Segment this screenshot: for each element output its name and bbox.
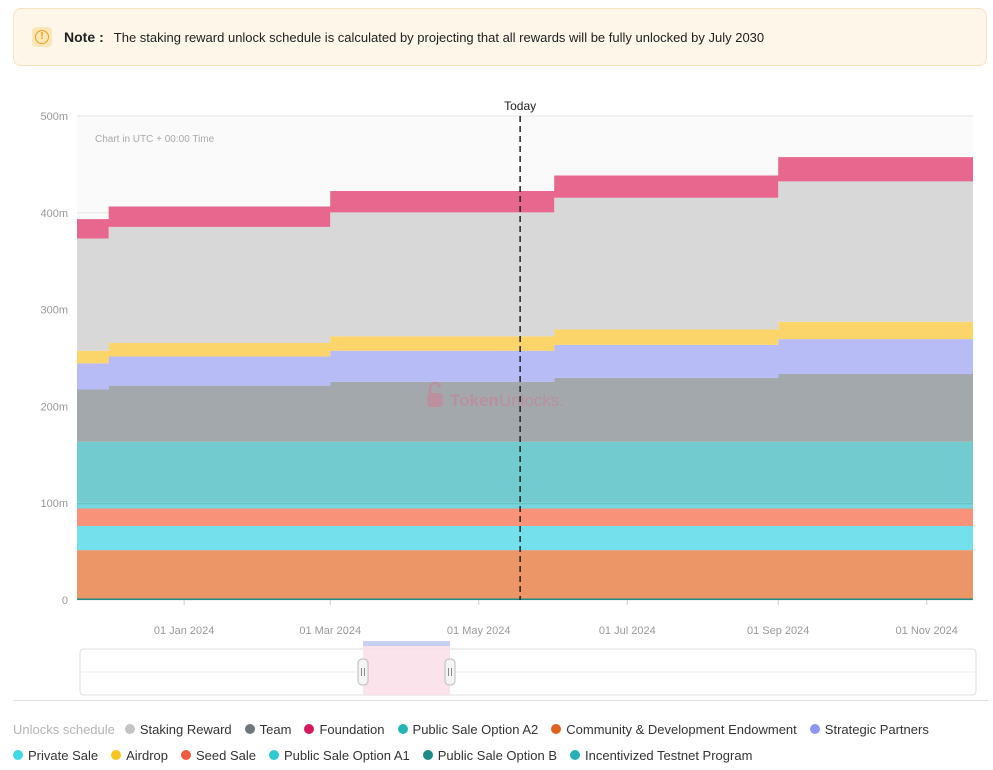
series-area [77, 321, 973, 364]
note-banner: ! Note : The staking reward unlock sched… [13, 8, 987, 66]
watermark-text: TokenUnlocks. [450, 391, 564, 410]
y-tick-label: 400m [40, 208, 68, 220]
legend-swatch [551, 724, 562, 734]
note-text: The staking reward unlock schedule is ca… [113, 29, 765, 45]
unlock-schedule-chart: 0 100m 200m 300m 400m 500m Chart in UTC + 00:0… [40, 99, 977, 696]
today-label: Today [504, 99, 536, 113]
legend-swatch [269, 750, 280, 760]
legend-item[interactable]: Strategic Partners [809, 721, 929, 737]
series-area [77, 508, 973, 526]
x-tick-label: 01 May 2024 [447, 625, 511, 637]
navigator-window [363, 641, 450, 695]
navigator-handle[interactable] [357, 658, 369, 686]
series-area [77, 157, 973, 239]
legend-title: Unlocks schedule [13, 721, 115, 737]
y-tick-label: 200m [40, 401, 68, 413]
legend-label: Foundation [319, 721, 385, 737]
legend-label: Strategic Partners [824, 721, 929, 737]
legend: Unlocks schedule Staking Reward Team Found… [13, 716, 988, 768]
legend-swatch [304, 724, 315, 734]
note-colon: : [99, 29, 104, 45]
divider [13, 700, 988, 701]
series-area [77, 441, 973, 503]
watermark-lock-icon [427, 381, 443, 407]
warning-icon: ! [32, 27, 52, 47]
legend-label: Community & Development Endowment [566, 721, 797, 737]
legend-item[interactable]: Foundation [304, 721, 385, 737]
note-title: Note [64, 29, 96, 45]
series-area [77, 502, 973, 505]
legend-swatch [397, 724, 408, 734]
y-tick-label: 100m [40, 498, 68, 510]
x-tick-label: 01 Mar 2024 [299, 625, 361, 637]
legend-label: Seed Sale [196, 747, 257, 763]
x-tick-label: 01 Sep 2024 [747, 625, 809, 637]
legend-item[interactable]: Team [244, 721, 292, 737]
legend-swatch [570, 750, 580, 760]
legend-swatch [422, 750, 433, 760]
legend-item[interactable]: Public Sale Option A1 [269, 748, 410, 763]
legend-item[interactable]: Community & Development Endowment [551, 722, 797, 737]
navigator-window-bar [363, 641, 450, 646]
legend-item[interactable]: Public Sale Option B [422, 747, 557, 763]
navigator-handle[interactable] [444, 658, 456, 686]
legend-label: Airdrop [126, 747, 169, 763]
x-tick-label: 01 Nov 2024 [896, 625, 958, 637]
legend-row: Private Sale Airdrop Seed Sale Public Sale … [13, 742, 988, 768]
legend-swatch [124, 724, 135, 734]
series-area [77, 550, 973, 599]
legend-label: Private Sale [28, 747, 99, 763]
x-tick-label: 01 Jul 2024 [599, 625, 656, 637]
series-area [77, 598, 973, 600]
legend-label: Public Sale Option A1 [284, 747, 410, 763]
series-area [77, 373, 973, 442]
legend-label: Staking Reward [139, 721, 232, 737]
legend-swatch [809, 724, 820, 734]
series-area [77, 504, 973, 509]
legend-label: Incentivized Testnet Program [585, 747, 753, 763]
series-area [77, 339, 973, 390]
x-tick-label: 01 Jan 2024 [154, 625, 215, 637]
y-tick-label: 300m [40, 305, 68, 317]
legend-label: Public Sale Option B [437, 747, 557, 763]
legend-item[interactable]: Seed Sale [181, 748, 256, 763]
legend-swatch [244, 724, 255, 734]
legend-item[interactable]: Airdrop [111, 748, 168, 763]
chart-annotation: Chart in UTC + 00:00 Time [95, 134, 215, 145]
legend-swatch [111, 750, 122, 760]
series-area [77, 181, 973, 351]
legend-swatch [13, 750, 23, 760]
series-area [77, 525, 973, 551]
legend-row: Unlocks schedule Staking Reward Team Found… [13, 716, 988, 742]
y-tick-label: 0 [62, 595, 68, 607]
legend-label: Team [259, 721, 292, 737]
legend-item[interactable]: Incentivized Testnet Program [570, 748, 752, 763]
y-tick-label: 500m [40, 111, 68, 123]
legend-item[interactable]: Public Sale Option A2 [397, 721, 539, 737]
legend-label: Public Sale Option A2 [412, 721, 539, 737]
legend-item[interactable]: Staking Reward [124, 721, 232, 737]
legend-swatch [181, 750, 192, 760]
legend-item[interactable]: Private Sale [13, 748, 98, 763]
